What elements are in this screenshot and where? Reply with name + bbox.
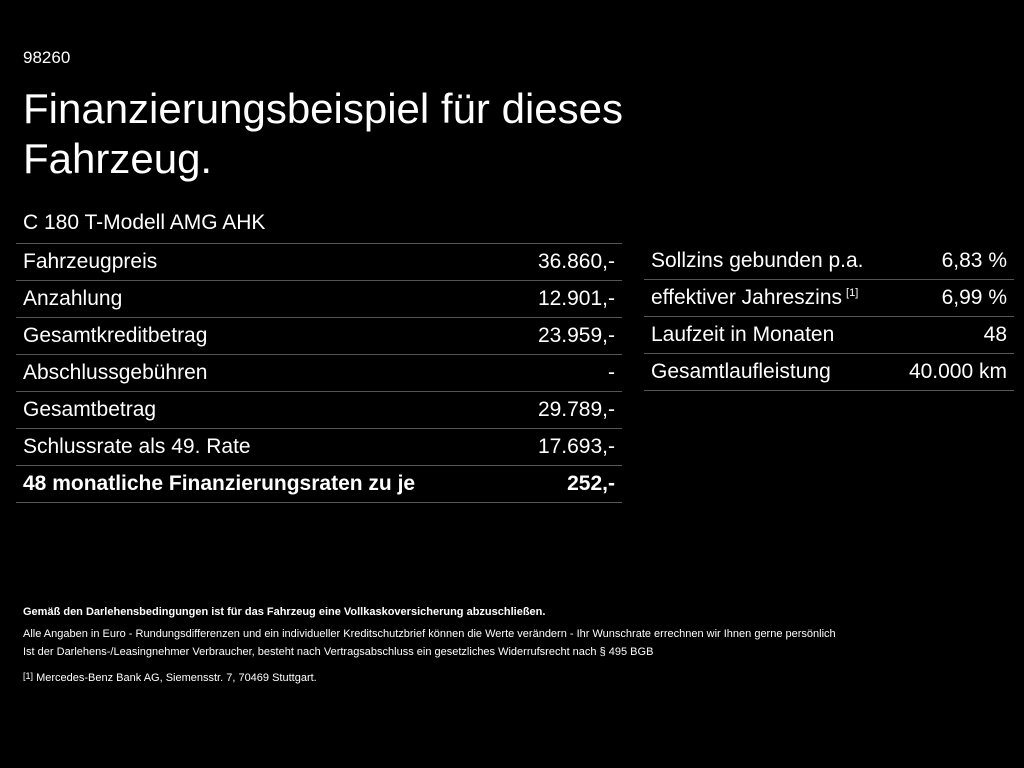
table-row: Gesamtkreditbetrag 23.959,- [16, 318, 622, 355]
table-row: Schlussrate als 49. Rate 17.693,- [16, 429, 622, 466]
table-row: Anzahlung 12.901,- [16, 281, 622, 318]
row-label: Fahrzeugpreis [23, 250, 158, 273]
code: 98260 [23, 48, 71, 67]
row-label-text: effektiver Jahreszins [651, 286, 843, 309]
row-label: Abschlussgebühren [23, 361, 208, 384]
notice: Gemäß den Darlehensbedingungen ist für d… [23, 606, 546, 618]
row-value: - [608, 361, 615, 384]
row-label: effektiver Jahreszins [1] [651, 286, 858, 310]
table-row: Abschlussgebühren - [16, 355, 622, 392]
row-label: Gesamtkreditbetrag [23, 324, 208, 347]
model: C 180 T-Modell AMG AHK [23, 211, 266, 234]
footnote-ref: [1] [846, 287, 859, 299]
row-label: Gesamtlaufleistung [651, 360, 831, 384]
row-value: 48 [983, 323, 1007, 346]
left-table: Fahrzeugpreis 36.860,- Anzahlung 12.901,- Ge… [16, 243, 622, 503]
row-label: Laufzeit in Monaten [651, 323, 834, 347]
title: Finanzierungsbeispiel für dieses Fahrzeu… [23, 85, 623, 182]
table-row: Sollzins gebunden p.a. 6,83 % [644, 243, 1014, 280]
row-value: 6,99 % [941, 286, 1007, 309]
footnote: [1] Mercedes-Benz Bank AG, Siemensstr. 7… [23, 671, 317, 684]
table-row: Gesamtbetrag 29.789,- [16, 392, 622, 429]
row-value: 36.860,- [537, 250, 615, 273]
row-value: 29.789,- [537, 398, 615, 421]
row-label-text: Sollzins gebunden p.a. [651, 249, 864, 272]
table-row: 48 monatliche Finanzierungsraten zu je 25… [16, 466, 622, 503]
footnote-marker: [1] [23, 671, 34, 681]
table-row: Laufzeit in Monaten 48 [644, 317, 1014, 354]
right-table: Sollzins gebunden p.a. 6,83 % effektiver J… [644, 243, 1014, 391]
row-value: 252,- [567, 472, 615, 495]
row-label: Anzahlung [23, 287, 123, 310]
row-value: 6,83 % [941, 249, 1007, 272]
table-row: effektiver Jahreszins [1] 6,99 % [644, 280, 1014, 317]
row-value: 12.901,- [537, 287, 615, 310]
row-value: 23.959,- [537, 324, 615, 347]
row-value: 17.693,- [537, 435, 615, 458]
row-label-text: Gesamtlaufleistung [651, 360, 831, 383]
footnote-text: Mercedes-Benz Bank AG, Siemensstr. 7, 70… [36, 672, 317, 684]
footer-line: Alle Angaben in Euro - Rundungsdifferenz… [23, 628, 836, 640]
row-value: 40.000 km [908, 360, 1007, 383]
row-label: Sollzins gebunden p.a. [651, 249, 864, 273]
row-label: 48 monatliche Finanzierungsraten zu je [23, 472, 416, 495]
row-label-text: Laufzeit in Monaten [651, 323, 835, 346]
table-row: Gesamtlaufleistung 40.000 km [644, 354, 1014, 391]
row-label: Gesamtbetrag [23, 398, 157, 421]
table-row: Fahrzeugpreis 36.860,- [16, 244, 622, 281]
footer-line: Ist der Darlehens-/Leasingnehmer Verbrau… [23, 646, 654, 658]
row-label: Schlussrate als 49. Rate [23, 435, 251, 458]
